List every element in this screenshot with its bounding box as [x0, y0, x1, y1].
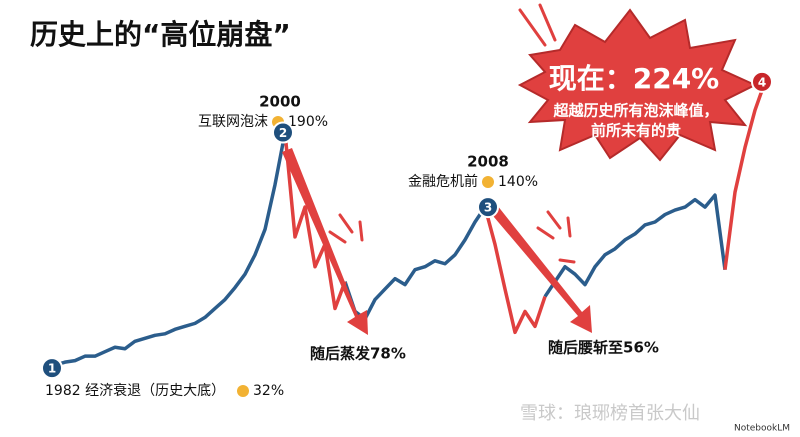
drop-arrows	[282, 148, 592, 335]
marker-label: 2	[279, 126, 287, 140]
callout-line: 前所未有的贵	[591, 122, 681, 140]
point-marker	[751, 70, 773, 93]
callout-line: 超越历史所有泡沫峰值，	[552, 102, 718, 120]
marker-label: 1	[48, 362, 56, 376]
decoration	[328, 3, 576, 264]
annotation-after: 随后腰斩至56%	[548, 339, 659, 357]
plot	[44, 81, 767, 370]
point-marker	[477, 196, 499, 219]
hand-icon	[482, 176, 494, 188]
annotation-text: 互联网泡沫	[198, 114, 268, 130]
badge: NotebookLM	[734, 424, 790, 434]
hand-icon	[237, 385, 249, 397]
callout-title: 现在：224%	[549, 62, 720, 95]
annotation-value: 140%	[498, 174, 538, 190]
annotation-value: 32%	[253, 383, 284, 399]
point-marker	[272, 121, 294, 144]
chart-title: 历史上的“高位崩盘”	[30, 18, 291, 51]
callout-burst	[517, 8, 758, 162]
annotation-value: 190%	[288, 114, 328, 130]
annotation-text: 1982 经济衰退（历史大底）	[45, 382, 225, 399]
point-marker	[41, 357, 63, 380]
annotation-after: 随后蒸发78%	[310, 345, 406, 363]
line	[44, 132, 727, 370]
marker-label: 4	[758, 75, 766, 89]
annotation-year: 2000	[259, 93, 301, 111]
annotation-year: 2008	[467, 153, 509, 171]
marker-label: 3	[484, 201, 492, 215]
line	[283, 81, 767, 335]
watermark: 雪球：琅琊榜首张大仙	[520, 403, 700, 424]
annotation-text: 金融危机前	[408, 173, 478, 190]
